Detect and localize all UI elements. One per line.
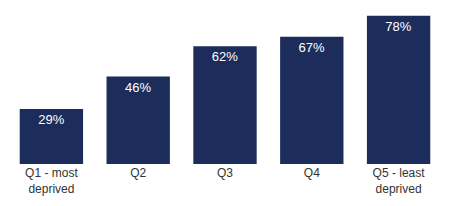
svg-text:67%: 67% bbox=[299, 40, 325, 55]
svg-text:Q4: Q4 bbox=[304, 166, 320, 180]
svg-text:Q3: Q3 bbox=[217, 166, 233, 180]
svg-text:46%: 46% bbox=[125, 80, 151, 95]
svg-text:Q2: Q2 bbox=[130, 166, 146, 180]
svg-text:Q5 - leastdeprived: Q5 - leastdeprived bbox=[373, 166, 426, 196]
svg-text:29%: 29% bbox=[38, 112, 64, 127]
svg-text:Q1 - mostdeprived: Q1 - mostdeprived bbox=[25, 166, 78, 196]
svg-text:78%: 78% bbox=[385, 19, 411, 34]
svg-text:62%: 62% bbox=[212, 49, 238, 64]
